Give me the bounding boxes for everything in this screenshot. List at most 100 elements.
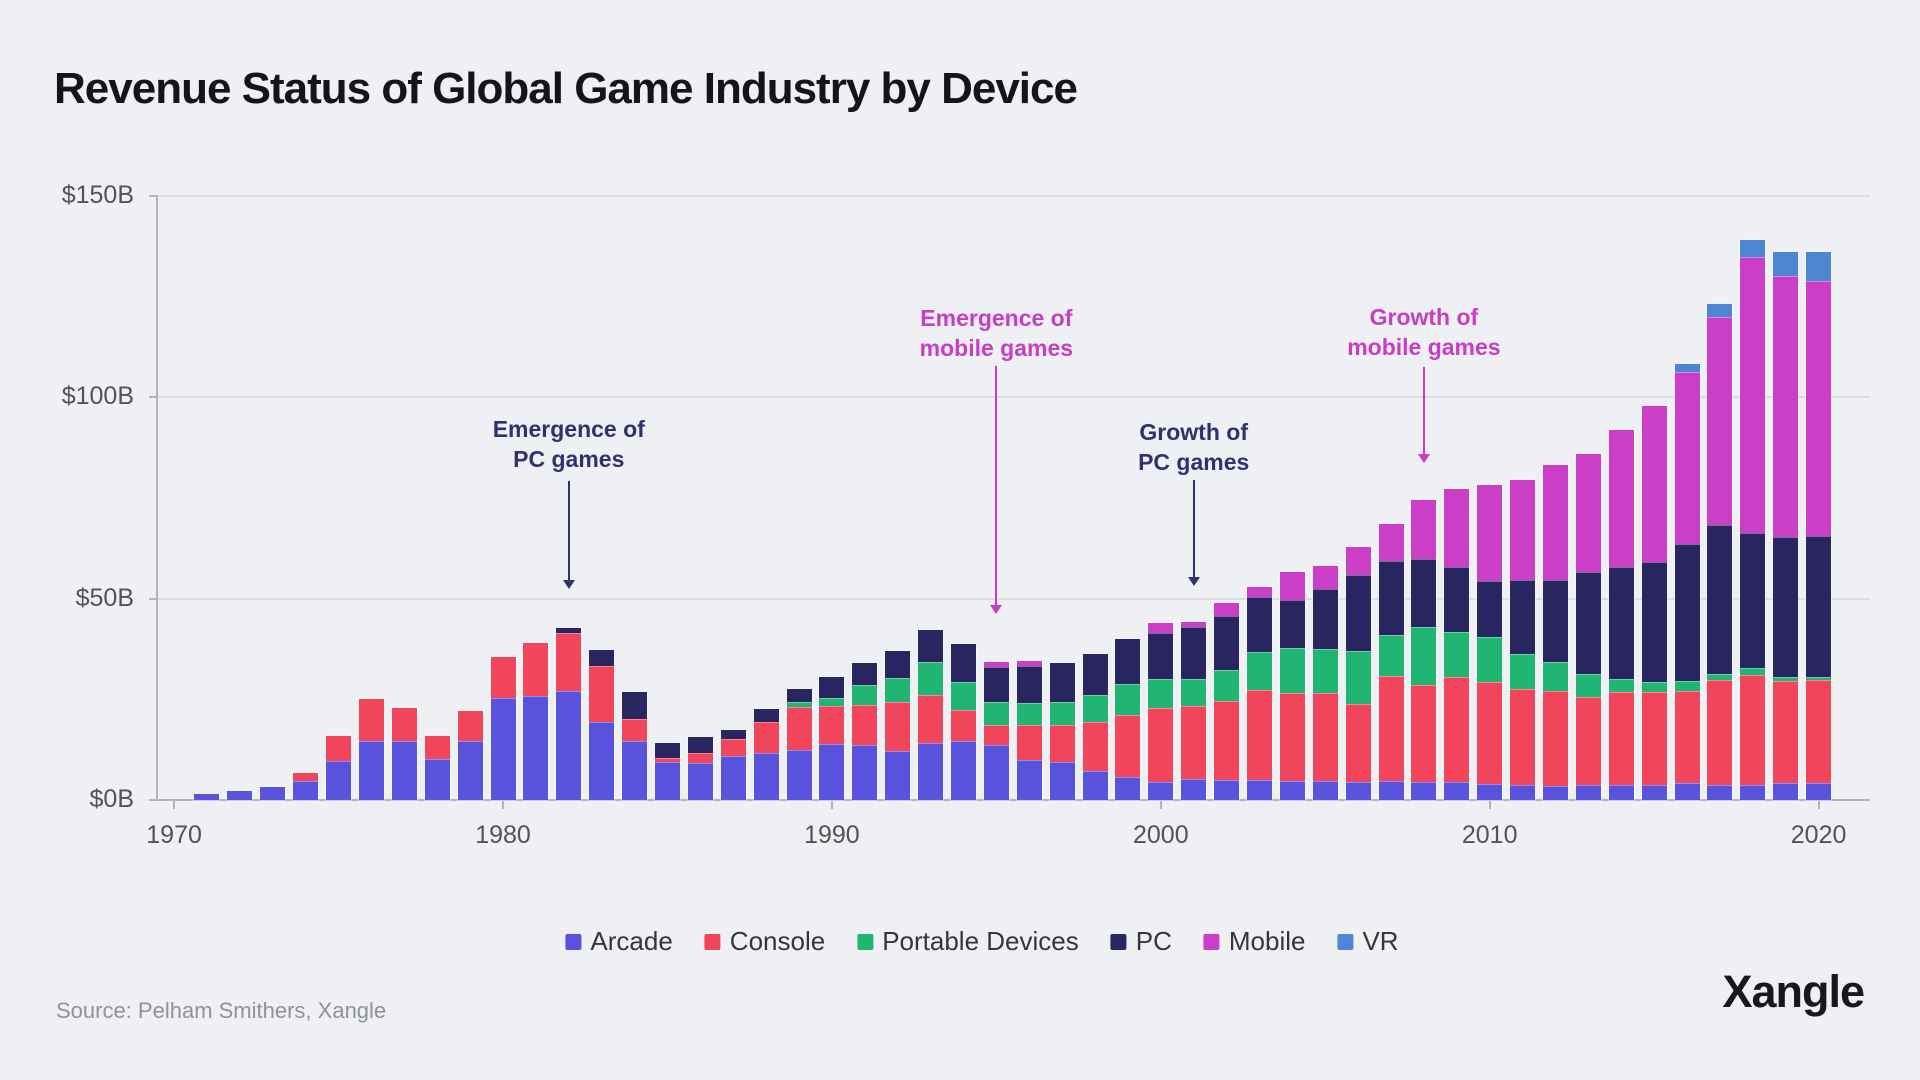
bar-1999-portable-devices xyxy=(1115,684,1141,716)
bar-1984-console xyxy=(622,718,648,741)
xangle-logo: Xangle xyxy=(1722,966,1865,1017)
y-axis-label: $50B xyxy=(75,583,134,612)
bar-1994-portable-devices xyxy=(950,682,976,711)
bar-2004-portable-devices xyxy=(1279,648,1305,694)
gridline-50b xyxy=(158,597,1870,600)
bar-2000-arcade xyxy=(1148,781,1174,800)
bar-2012-console xyxy=(1542,690,1568,786)
bar-2016-vr xyxy=(1674,363,1700,372)
x-axis-label: 1970 xyxy=(146,821,202,849)
legend-item-mobile: Mobile xyxy=(1203,926,1305,957)
legend-label: Arcade xyxy=(590,926,673,956)
bar-1996-console xyxy=(1016,725,1042,761)
bar-2008-console xyxy=(1411,684,1437,782)
bar-2007-portable-devices xyxy=(1378,635,1404,677)
bar-2002-console xyxy=(1214,700,1240,780)
y-tick-100b xyxy=(149,396,158,399)
bar-1989-pc xyxy=(786,689,812,703)
bar-2011-pc xyxy=(1510,580,1536,655)
annotation-line: Growth of xyxy=(1369,304,1479,330)
annotation-line: Growth of xyxy=(1139,419,1248,445)
bar-2003-arcade xyxy=(1246,779,1272,800)
bar-1982-pc xyxy=(556,628,582,633)
bar-1985-console xyxy=(654,758,680,763)
bar-2020-console xyxy=(1806,680,1832,784)
bar-1999-pc xyxy=(1115,638,1141,685)
bar-2008-pc xyxy=(1411,558,1437,627)
bar-1982-console xyxy=(556,632,582,691)
x-axis-baseline xyxy=(149,799,1870,801)
bar-2018-portable-devices xyxy=(1740,668,1766,676)
bar-2018-arcade xyxy=(1740,785,1766,800)
bar-2010-arcade xyxy=(1477,783,1503,800)
bar-2010-pc xyxy=(1477,580,1503,637)
bar-1981-arcade xyxy=(523,695,549,800)
bar-2001-portable-devices xyxy=(1181,679,1207,707)
bar-2008-arcade xyxy=(1411,781,1437,800)
bar-2008-mobile xyxy=(1411,500,1437,559)
annotation-line: mobile games xyxy=(919,335,1074,361)
x-axis-label: 2010 xyxy=(1461,821,1518,849)
x-tick-1970 xyxy=(173,801,176,809)
bar-2014-arcade xyxy=(1608,785,1634,800)
bar-2001-pc xyxy=(1181,627,1207,680)
bar-2003-portable-devices xyxy=(1246,652,1272,691)
annotation-arrowhead-icon xyxy=(562,580,575,589)
bar-1988-console xyxy=(753,721,779,753)
bar-2009-arcade xyxy=(1444,781,1470,800)
annotation-line: PC games xyxy=(513,446,625,472)
bar-2018-mobile xyxy=(1740,256,1766,534)
bar-1986-pc xyxy=(687,736,713,753)
annotation-arrowhead-icon xyxy=(1417,454,1430,463)
annotation-arrow-emergence-of-mobile-games xyxy=(995,366,998,605)
bar-1993-portable-devices xyxy=(918,662,944,696)
bar-2006-portable-devices xyxy=(1345,651,1371,704)
bar-2000-portable-devices xyxy=(1148,678,1174,708)
bar-1996-mobile xyxy=(1016,660,1042,666)
bar-2004-mobile xyxy=(1279,572,1305,601)
bar-1979-console xyxy=(457,710,483,741)
legend-swatch-icon xyxy=(1337,933,1354,950)
bar-1973-arcade xyxy=(260,787,286,800)
bar-1992-pc xyxy=(885,650,911,678)
x-axis-label: 1990 xyxy=(804,821,860,849)
bar-1993-arcade xyxy=(918,743,944,800)
annotation-line: PC games xyxy=(1138,449,1250,475)
legend-item-arcade: Arcade xyxy=(565,926,673,957)
bar-2012-mobile xyxy=(1542,465,1568,581)
bar-1994-arcade xyxy=(950,741,976,800)
bar-2007-mobile xyxy=(1378,524,1404,562)
annotation-arrow-growth-of-pc-games xyxy=(1192,480,1195,577)
bar-2010-portable-devices xyxy=(1477,636,1503,682)
bar-2013-portable-devices xyxy=(1575,674,1601,698)
legend-item-pc: PC xyxy=(1110,926,1172,957)
bar-1976-arcade xyxy=(358,740,384,800)
bar-1995-mobile xyxy=(983,661,1009,667)
bar-1979-arcade xyxy=(457,740,483,800)
bar-2017-vr xyxy=(1707,304,1733,318)
bar-2019-mobile xyxy=(1773,275,1799,538)
bar-1999-console xyxy=(1115,715,1141,778)
bar-2017-console xyxy=(1707,680,1733,786)
legend-label: Console xyxy=(729,926,826,956)
bar-1994-console xyxy=(950,710,976,742)
bar-2013-arcade xyxy=(1575,785,1601,800)
gridline-150b xyxy=(158,195,1870,197)
bar-2002-mobile xyxy=(1214,603,1240,616)
bar-1997-pc xyxy=(1049,663,1075,703)
y-axis-label: $100B xyxy=(61,382,134,411)
bar-1992-portable-devices xyxy=(885,677,911,702)
bar-2011-portable-devices xyxy=(1510,654,1536,690)
bar-2000-pc xyxy=(1148,632,1174,679)
x-axis-label: 2000 xyxy=(1132,821,1189,849)
bar-1996-arcade xyxy=(1016,760,1042,800)
bar-1977-console xyxy=(391,707,417,741)
annotation-arrowhead-icon xyxy=(1187,577,1200,586)
bar-2014-console xyxy=(1608,692,1634,786)
annotation-growth-of-pc-games: Growth of PC games xyxy=(1024,417,1364,477)
y-tick-150b xyxy=(149,195,158,197)
bar-2003-console xyxy=(1246,690,1272,780)
bar-2003-pc xyxy=(1246,597,1272,653)
bar-1988-arcade xyxy=(753,752,779,800)
